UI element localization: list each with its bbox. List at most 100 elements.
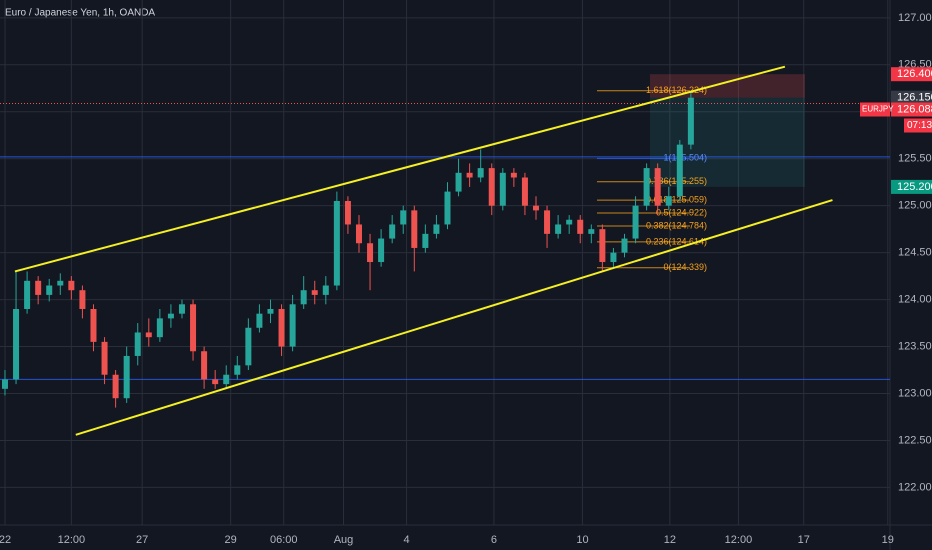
trend-line — [14, 65, 786, 273]
candle-body — [466, 172, 473, 178]
candle-body — [676, 144, 683, 197]
candle-body — [201, 351, 208, 380]
stop-badge: 126.400 — [897, 68, 932, 80]
candle-body — [212, 379, 219, 385]
candle-body — [510, 172, 517, 178]
candle-body — [599, 229, 606, 263]
y-tick-label: 122.500 — [898, 434, 932, 446]
candle-body — [68, 280, 75, 291]
y-tick-label: 124.000 — [898, 294, 932, 306]
target-zone — [650, 97, 805, 187]
candle-body — [532, 205, 539, 211]
candle-body — [411, 210, 418, 248]
fib-label: 0.382(124.784) — [646, 220, 707, 230]
candle-body — [344, 200, 351, 225]
candle-body — [278, 308, 285, 347]
candle-body — [555, 224, 562, 234]
chart-title: Euro / Japanese Yen, 1h, OANDA — [5, 8, 155, 19]
trend-line — [75, 199, 833, 436]
candle-body — [156, 318, 163, 338]
candle-body — [333, 200, 340, 286]
candle-body — [521, 177, 528, 206]
candle-body — [245, 327, 252, 366]
candle-body — [145, 332, 152, 338]
candle-body — [643, 168, 650, 206]
candle-body — [90, 308, 97, 342]
x-tick-label: 10 — [576, 534, 588, 546]
x-tick-label: 27 — [136, 534, 148, 546]
candle-body — [455, 172, 462, 192]
candle-body — [190, 304, 197, 352]
fib-label: 0.236(124.614) — [646, 236, 707, 246]
candle-body — [1, 379, 8, 389]
candle-body — [267, 308, 274, 314]
y-tick-label: 125.500 — [898, 153, 932, 165]
x-tick-label: Aug — [334, 534, 354, 546]
fib-label: 0(124.339) — [663, 262, 707, 272]
candle-body — [400, 210, 407, 225]
candle-body — [499, 172, 506, 206]
fib-label: 0.618(125.059) — [646, 195, 707, 205]
candle-body — [566, 219, 573, 225]
y-tick-label: 124.500 — [898, 247, 932, 259]
y-tick-label: 125.000 — [898, 200, 932, 212]
x-tick-label: 17 — [798, 534, 810, 546]
candle-body — [444, 191, 451, 225]
x-tick-label: 29 — [225, 534, 237, 546]
candle-body — [178, 304, 185, 314]
candle-body — [35, 280, 42, 295]
entry-badge: 126.150 — [897, 92, 932, 104]
candle-body — [322, 285, 329, 295]
x-tick-label: 19 — [882, 534, 894, 546]
candle-body — [621, 238, 628, 253]
candle-body — [123, 355, 130, 399]
last-price-badge: 126.088 — [897, 103, 932, 115]
symbol-badge: EURJPY — [862, 105, 894, 114]
x-tick-label: 6 — [491, 534, 497, 546]
x-tick-label: 12 — [664, 534, 676, 546]
candle-body — [13, 308, 20, 380]
candle-body — [610, 252, 617, 263]
candle-body — [632, 205, 639, 239]
candle-body — [654, 168, 661, 206]
candle-body — [577, 219, 584, 234]
candle-body — [167, 313, 174, 319]
x-tick-label: 12:00 — [58, 534, 86, 546]
candle-body — [378, 238, 385, 263]
candle-body — [57, 280, 64, 286]
last-price-badge-bg — [891, 102, 932, 117]
candle-body — [101, 341, 108, 375]
countdown-bg — [904, 118, 932, 133]
target-badge-bg — [891, 179, 932, 194]
y-tick-label: 123.000 — [898, 387, 932, 399]
symbol-badge-bg — [860, 102, 890, 117]
candle-body — [234, 365, 241, 375]
candle-body — [112, 374, 119, 399]
candle-body — [687, 97, 694, 145]
candle-body — [389, 224, 396, 239]
fib-label: 1(125.504) — [663, 153, 707, 163]
candle-body — [300, 290, 307, 305]
candle-body — [665, 196, 672, 206]
candle-body — [422, 233, 429, 248]
x-tick-label: 06:00 — [270, 534, 298, 546]
y-tick-label: 127.000 — [898, 12, 932, 24]
candle-body — [79, 290, 86, 309]
candle-body — [256, 313, 263, 328]
x-tick-label: 12:00 — [725, 534, 753, 546]
stop-badge-bg — [891, 67, 932, 82]
target-badge: 125.200 — [897, 181, 932, 193]
entry-badge-bg — [891, 90, 932, 105]
fib-label: 0.5(124.922) — [656, 207, 707, 217]
x-tick-label: 4 — [403, 534, 409, 546]
candle-body — [433, 224, 440, 234]
fib-label: 0.786(125.255) — [646, 176, 707, 186]
candle-body — [367, 243, 374, 263]
fib-label: 1.618(126.224) — [646, 85, 707, 95]
x-tick-label: 22 — [0, 534, 11, 546]
candle-body — [289, 304, 296, 347]
countdown: 07:13 — [907, 120, 932, 131]
candle-body — [477, 168, 484, 178]
